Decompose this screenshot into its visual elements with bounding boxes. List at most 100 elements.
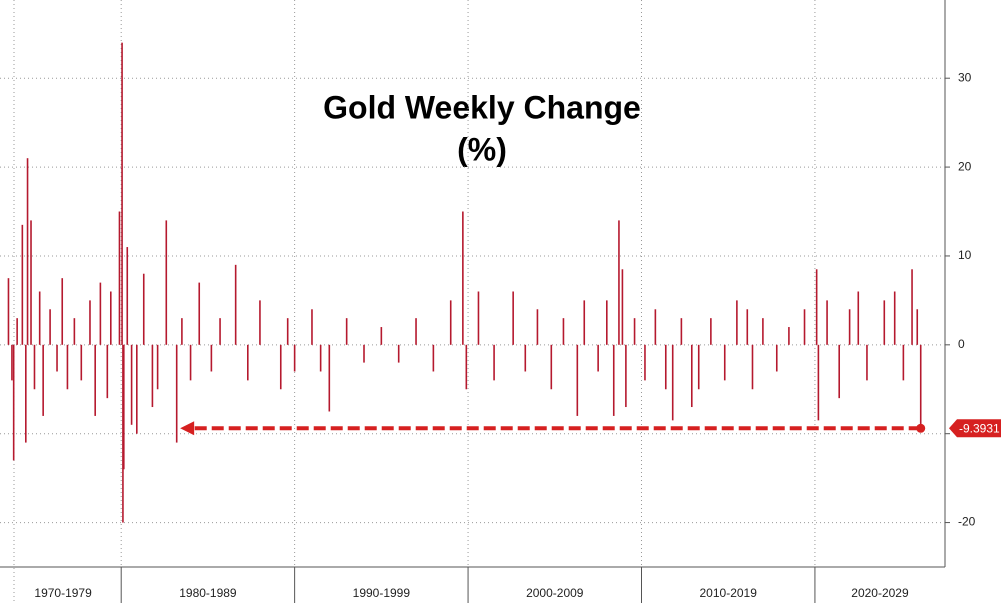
last-point (916, 423, 926, 433)
y-tick-label: 30 (958, 70, 972, 84)
bar (311, 309, 313, 345)
bar (345, 318, 348, 345)
bar (73, 318, 76, 345)
bar (746, 309, 749, 345)
bar (286, 318, 289, 345)
bar (130, 344, 133, 425)
bar (690, 344, 693, 408)
chart-title: Gold Weekly Change (323, 89, 641, 125)
bar (279, 344, 282, 390)
bar (319, 344, 322, 372)
bar (123, 344, 125, 470)
x-band-label: 1970-1979 (34, 586, 92, 600)
bar (11, 344, 13, 381)
bar (26, 158, 29, 345)
bar (56, 344, 58, 372)
bar (848, 309, 851, 345)
bar (664, 344, 667, 390)
bar (165, 220, 168, 345)
bar (493, 344, 495, 381)
bar (293, 344, 296, 372)
bar (12, 344, 15, 461)
bar (576, 344, 579, 416)
bar (524, 344, 527, 372)
bar (710, 318, 712, 345)
bar (736, 300, 738, 345)
bar (826, 300, 828, 345)
bar (259, 300, 261, 345)
bar (606, 300, 608, 345)
bar (621, 269, 624, 345)
bar (181, 318, 183, 345)
x-band-label: 2010-2019 (700, 586, 758, 600)
bar (697, 344, 700, 390)
bar (911, 269, 913, 345)
bar (550, 344, 553, 390)
bar (89, 300, 91, 345)
bar (30, 220, 32, 345)
bar (380, 327, 383, 345)
x-band-label: 1990-1999 (353, 586, 411, 600)
bar (671, 344, 674, 421)
bar (644, 344, 646, 381)
bar (80, 344, 83, 381)
bar (751, 344, 754, 390)
y-tick-label: 10 (958, 248, 972, 262)
bar (680, 318, 683, 345)
bar (33, 344, 36, 390)
bar (118, 211, 121, 345)
bar (175, 344, 178, 443)
bar (857, 291, 860, 345)
arrow-head (180, 421, 195, 436)
bar (902, 344, 905, 381)
bar (583, 300, 586, 345)
bar (562, 318, 565, 345)
bar (94, 344, 96, 416)
bar (838, 344, 841, 399)
bar (49, 309, 51, 345)
bar (415, 318, 417, 345)
bar (775, 344, 778, 372)
bar (618, 220, 620, 345)
bar (42, 344, 44, 416)
bar (142, 273, 145, 345)
bar (136, 344, 138, 434)
bar (449, 300, 452, 345)
bar (803, 309, 806, 345)
bar (465, 344, 468, 390)
x-band-label: 1980-1989 (179, 586, 237, 600)
bar (612, 344, 615, 416)
bar (189, 344, 192, 381)
bar (477, 291, 480, 345)
bar (919, 344, 922, 429)
y-tick-label: -20 (958, 515, 976, 529)
bar (25, 344, 27, 443)
bar (126, 247, 129, 345)
bar (633, 318, 636, 345)
bar (21, 224, 24, 345)
bar (151, 344, 154, 408)
bar (122, 344, 124, 523)
bar (106, 344, 109, 399)
bar (363, 344, 365, 363)
x-band-label: 2020-2029 (851, 586, 909, 600)
bar (654, 309, 657, 345)
bar (916, 309, 919, 345)
bar (815, 269, 818, 345)
bar (198, 282, 201, 345)
bar (219, 318, 221, 345)
bar (893, 291, 896, 345)
bar (328, 344, 331, 412)
bar (883, 300, 886, 345)
bar (762, 318, 764, 345)
bar (109, 291, 112, 345)
value-label: -9.3931 (959, 421, 1000, 435)
bar (99, 282, 102, 345)
chart-subtitle: (%) (457, 131, 507, 167)
bar (156, 344, 159, 390)
bar (817, 344, 820, 421)
y-tick-label: 20 (958, 159, 972, 173)
bar (536, 309, 539, 345)
